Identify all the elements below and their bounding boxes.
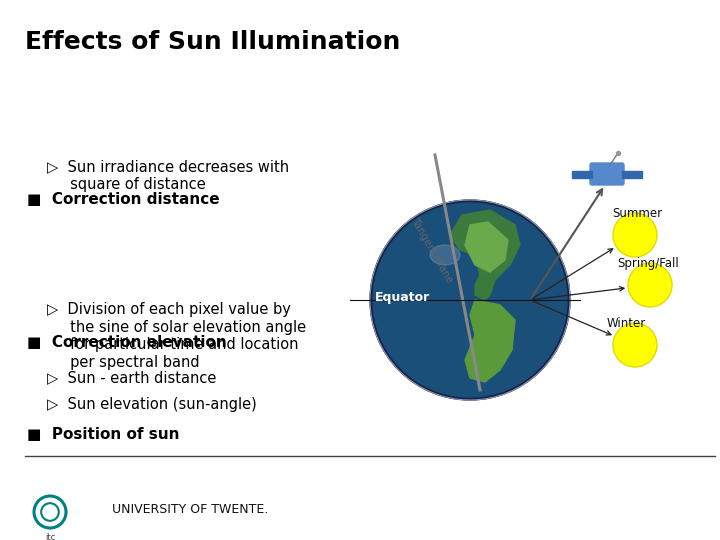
Text: ▷  Sun elevation (sun-angle): ▷ Sun elevation (sun-angle) [47,397,256,412]
Text: ■  Correction elevation: ■ Correction elevation [27,335,227,350]
Text: itc: itc [45,533,55,540]
Text: ▷  Sun - earth distance: ▷ Sun - earth distance [47,370,216,385]
Circle shape [613,213,657,257]
Text: Winter: Winter [607,317,647,330]
Polygon shape [465,300,515,382]
Circle shape [613,323,657,367]
Text: Summer: Summer [612,207,662,220]
Circle shape [628,263,672,307]
Text: UNIVERSITY OF TWENTE.: UNIVERSITY OF TWENTE. [112,503,268,516]
FancyBboxPatch shape [590,163,624,185]
Polygon shape [465,222,508,272]
Polygon shape [475,275,495,300]
Text: ■  Correction distance: ■ Correction distance [27,192,220,207]
Polygon shape [450,210,520,280]
Circle shape [373,203,567,397]
Bar [572,171,592,178]
Text: ▷  Division of each pixel value by
     the sine of solar elevation angle
     f: ▷ Division of each pixel value by the si… [47,302,306,369]
Text: ▷  Sun irradiance decreases with
     square of distance: ▷ Sun irradiance decreases with square o… [47,159,289,192]
Bar [622,171,642,178]
Text: Spring/Fall: Spring/Fall [617,257,679,270]
Text: Tangent plane: Tangent plane [409,215,455,285]
Circle shape [370,200,570,400]
Text: Effects of Sun Illumination: Effects of Sun Illumination [25,30,400,54]
Text: Equator: Equator [375,292,431,305]
Text: ■  Position of sun: ■ Position of sun [27,427,180,442]
Ellipse shape [430,245,460,265]
